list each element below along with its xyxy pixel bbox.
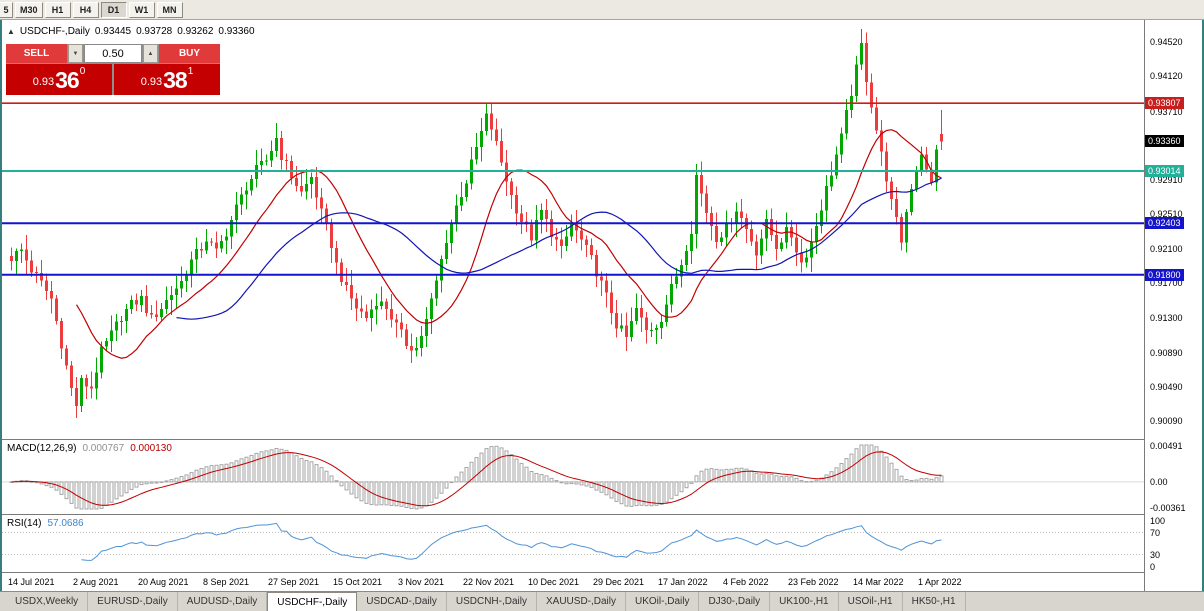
price-axis-label: 0.92510 [1150, 209, 1183, 220]
price-axis[interactable]: 0.94520 0.94120 0.93710 0.92910 0.92510 0.921… [1144, 20, 1202, 591]
date-axis-label: 17 Jan 2022 [658, 577, 708, 587]
date-axis-label: 22 Nov 2021 [463, 577, 515, 587]
price-axis-label: 0.90090 [1150, 416, 1183, 426]
ohlc-high: 0.93728 [136, 26, 173, 37]
chart-tab-usdcad-daily[interactable]: USDCAD-,Daily [357, 592, 447, 611]
price-axis-label: 0.91700 [1150, 278, 1183, 289]
date-axis-label: 15 Oct 2021 [333, 577, 383, 587]
price-axis-label: 0.92100 [1150, 244, 1183, 255]
date-axis-label: 8 Sep 2021 [203, 577, 250, 587]
rsi-name: RSI(14) [7, 518, 42, 529]
price-axis-label: 70 [1150, 527, 1161, 538]
date-axis-label: 1 Apr 2022 [918, 577, 962, 587]
price-axis-label: 0.00 [1150, 476, 1168, 487]
date-axis-label: 3 Nov 2021 [398, 577, 445, 587]
chart-tab-usdchf-daily[interactable]: USDCHF-,Daily [267, 592, 358, 611]
buy-button[interactable]: BUY [159, 44, 220, 63]
chart-tab-uk100-h1[interactable]: UK100-,H1 [770, 592, 839, 611]
macd-pane[interactable] [2, 440, 1144, 514]
date-axis-label: 27 Sep 2021 [268, 577, 320, 587]
macd-signal-value: 0.000130 [130, 443, 172, 454]
rsi-value: 57.0686 [47, 518, 84, 529]
price-axis-label: 0.00491 [1150, 441, 1183, 451]
volume-input[interactable]: 0.50 [84, 44, 142, 63]
date-axis-label: 10 Dec 2021 [528, 577, 580, 587]
price-level-badge: 0.92403 [1145, 217, 1184, 230]
date-axis-label: 20 Aug 2021 [138, 577, 189, 587]
date-axis[interactable]: 14 Jul 2021 2 Aug 2021 20 Aug 2021 8 Sep 20… [2, 573, 1144, 591]
price-level-badge: 0.93807 [1145, 97, 1184, 110]
date-axis-label: 29 Dec 2021 [593, 577, 645, 587]
price-axis-label: 0.92910 [1150, 174, 1183, 185]
timeframe-button-d1[interactable]: D1 [100, 1, 127, 18]
buy-price-button[interactable]: 0.93 38 1 [114, 64, 220, 95]
volume-increase-button[interactable]: ▲ [143, 44, 158, 63]
price-axis-label: 100 [1150, 516, 1166, 526]
price-axis-label: 30 [1150, 549, 1161, 560]
timeframe-button-mn[interactable]: MN [156, 1, 183, 18]
price-axis-label: -0.00361 [1150, 503, 1186, 513]
price-axis-label: 0.90490 [1150, 381, 1183, 392]
timeframe-button-m30[interactable]: M30 [15, 1, 43, 18]
sell-price-base: 0.93 [32, 76, 55, 88]
date-axis-label: 2 Aug 2021 [73, 577, 119, 587]
ohlc-close: 0.93360 [218, 26, 255, 37]
macd-label: MACD(12,26,9) 0.000767 0.000130 [7, 443, 172, 454]
chart-tab-usdcnh-daily[interactable]: USDCNH-,Daily [447, 592, 537, 611]
one-click-trading-panel: SELL ▼ 0.50 ▲ BUY 0.93 36 0 0.93 38 1 [6, 44, 220, 95]
chart-area: 0.94520 0.94120 0.93710 0.92910 0.92510 0.921… [2, 20, 1202, 591]
pane-separator[interactable] [2, 514, 1202, 515]
timeframe-toolbar: 5 M30 H1 H4 D1 W1 MN [0, 0, 1204, 20]
sell-price-button[interactable]: 0.93 36 0 [6, 64, 112, 95]
chart-tab-audusd-daily[interactable]: AUDUSD-,Daily [178, 592, 268, 611]
date-axis-label: 14 Jul 2021 [8, 577, 55, 587]
chart-tab-eurusd-daily[interactable]: EURUSD-,Daily [88, 592, 178, 611]
sell-price-pip: 0 [79, 66, 86, 77]
rsi-pane[interactable] [2, 515, 1144, 572]
timeframe-button-w1[interactable]: W1 [128, 1, 155, 18]
price-axis-label: 0.91300 [1150, 312, 1183, 323]
macd-name: MACD(12,26,9) [7, 443, 77, 454]
sell-price-big: 36 [55, 67, 80, 93]
chart-tab-hk50-h1[interactable]: HK50-,H1 [903, 592, 966, 611]
buy-price-pip: 1 [187, 66, 194, 77]
price-axis-label: 0.93710 [1150, 106, 1183, 117]
chart-tab-usoil-h1[interactable]: USOil-,H1 [839, 592, 903, 611]
one-click-collapse-icon[interactable]: ▲ [7, 27, 15, 36]
buy-price-base: 0.93 [140, 76, 163, 88]
volume-decrease-button[interactable]: ▼ [68, 44, 83, 63]
rsi-label: RSI(14) 57.0686 [7, 518, 84, 529]
chart-tab-dj30-daily[interactable]: DJ30-,Daily [699, 592, 771, 611]
chart-tab-xauusd-daily[interactable]: XAUUSD-,Daily [537, 592, 626, 611]
price-level-badge: 0.93360 [1145, 135, 1184, 148]
main-chart-pane[interactable] [2, 20, 1144, 439]
timeframe-button-h4[interactable]: H4 [72, 1, 99, 18]
price-axis-label: 0 [1150, 562, 1156, 572]
price-level-badge: 0.91800 [1145, 268, 1184, 281]
chart-tab-ukoil-daily[interactable]: UKOil-,Daily [626, 592, 700, 611]
chart-tab-usdx-weekly[interactable]: USDX,Weekly [6, 592, 89, 611]
timeframe-button-5[interactable]: 5 [0, 1, 13, 18]
macd-main-value: 0.000767 [82, 443, 125, 454]
price-axis-label: 0.94120 [1150, 71, 1183, 82]
timeframe-button-h1[interactable]: H1 [44, 1, 71, 18]
date-axis-label: 4 Feb 2022 [723, 577, 769, 587]
chart-title: ▲ USDCHF-,Daily 0.93445 0.93728 0.93262 … [7, 26, 255, 37]
ohlc-low: 0.93262 [177, 26, 214, 37]
date-axis-label: 23 Feb 2022 [788, 577, 839, 587]
pane-separator[interactable] [2, 439, 1202, 440]
price-level-badge: 0.93014 [1145, 165, 1184, 177]
date-axis-label: 14 Mar 2022 [853, 577, 904, 587]
price-axis-label: 0.90890 [1150, 347, 1183, 358]
buy-price-big: 38 [163, 67, 188, 93]
price-axis-label: 0.94520 [1150, 37, 1183, 48]
sell-button[interactable]: SELL [6, 44, 67, 63]
ohlc-open: 0.93445 [94, 26, 132, 37]
symbol-period-label: USDCHF-,Daily [19, 26, 90, 37]
pane-separator[interactable] [2, 572, 1202, 573]
chart-tabs: USDX,Weekly EURUSD-,Daily AUDUSD-,Daily USD… [0, 591, 1204, 611]
